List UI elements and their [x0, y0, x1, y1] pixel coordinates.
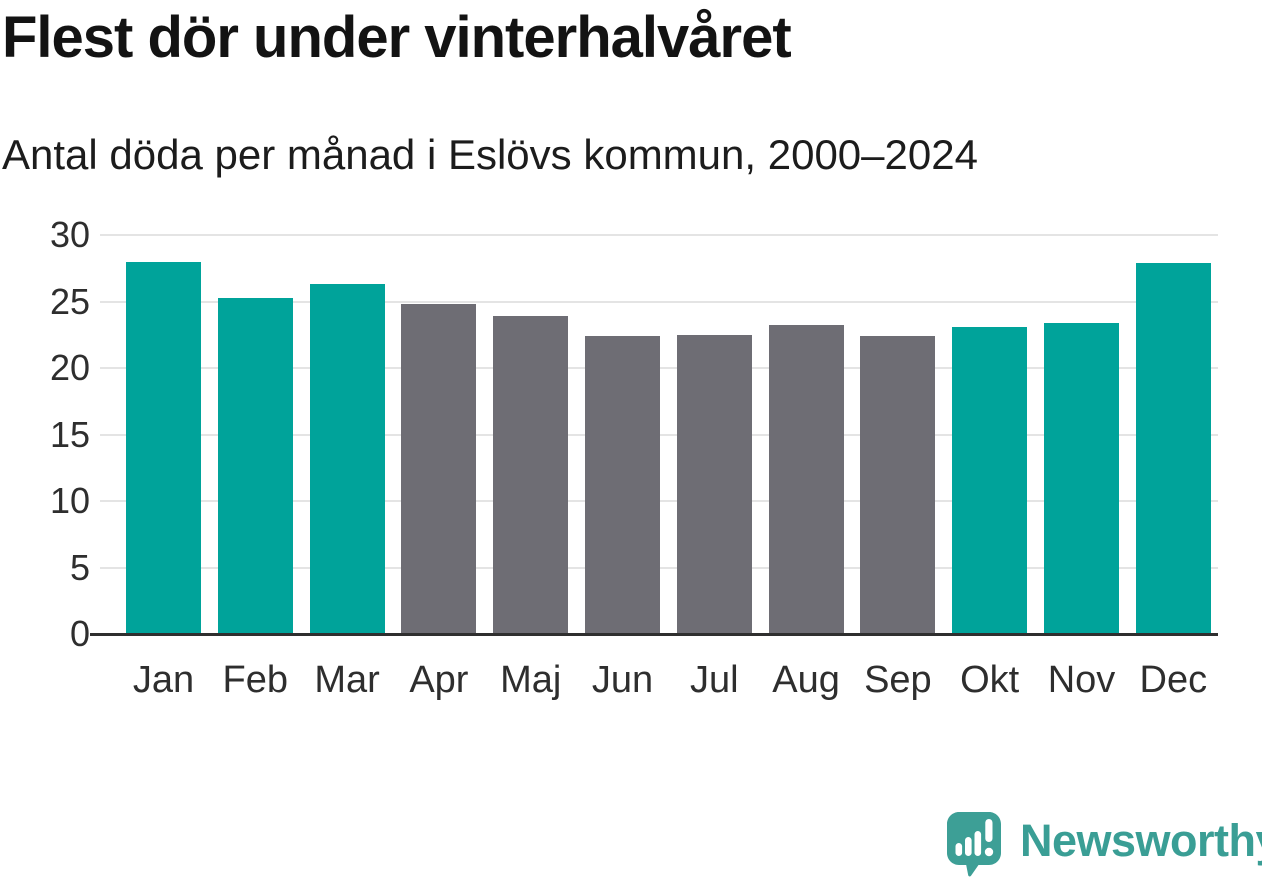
bar-mar — [309, 284, 385, 634]
x-tick-label-apr: Apr — [409, 659, 469, 701]
logo-bar-short — [955, 843, 963, 856]
bar-apr — [401, 304, 477, 634]
bar-feb — [217, 297, 293, 634]
bar-jan — [126, 261, 201, 634]
y-tick-label-5: 5 — [69, 546, 90, 588]
x-tick-label-jul: Jul — [690, 659, 739, 701]
bar-dec — [1135, 262, 1211, 634]
bar-okt — [952, 326, 1028, 634]
x-tick-label-mar: Mar — [314, 659, 380, 701]
logo-bar-medium — [965, 837, 972, 856]
y-tick-label-10: 10 — [49, 480, 90, 521]
newsworthy-speech-bubble-chart-icon — [947, 812, 1001, 877]
x-tick-label-feb: Feb — [222, 659, 289, 701]
bar-aug — [768, 325, 844, 634]
bar-jun — [585, 336, 660, 634]
bar-maj — [493, 316, 569, 634]
x-tick-label-jun: Jun — [591, 659, 654, 701]
y-tick-label-30: 30 — [49, 214, 90, 255]
gridline-25 — [100, 300, 1218, 303]
x-tick-label-sep: Sep — [864, 659, 932, 701]
logo-exclamation-dot — [984, 847, 994, 857]
x-axis-line — [90, 633, 1218, 636]
x-tick-label-aug: Aug — [772, 659, 840, 701]
x-tick-label-maj: Maj — [500, 659, 562, 701]
x-tick-label-nov: Nov — [1047, 659, 1116, 701]
logo-bar-tall — [974, 831, 982, 856]
bar-jul — [676, 334, 752, 634]
newsworthy-wordmark: Newsworthy — [1020, 815, 1262, 866]
x-tick-label-dec: Dec — [1139, 659, 1208, 701]
y-tick-label-15: 15 — [49, 413, 90, 455]
newsworthy-brand: Newsworthy — [947, 812, 1262, 877]
y-tick-label-25: 25 — [49, 280, 90, 322]
x-tick-label-jan: Jan — [132, 659, 195, 701]
x-tick-label-okt: Okt — [960, 659, 1020, 701]
y-tick-label-0: 0 — [69, 613, 90, 654]
logo-exclamation-bar — [985, 819, 993, 842]
chart-title: Flest dör under vinterhalvåret — [2, 5, 792, 70]
y-tick-label-20: 20 — [49, 347, 90, 388]
bar-nov — [1044, 322, 1119, 634]
bar-sep — [860, 336, 936, 634]
gridline-30 — [100, 234, 1218, 236]
chart-subtitle: Antal döda per månad i Eslövs kommun, 20… — [2, 131, 978, 178]
bar-chart-plot-area — [100, 234, 1218, 634]
